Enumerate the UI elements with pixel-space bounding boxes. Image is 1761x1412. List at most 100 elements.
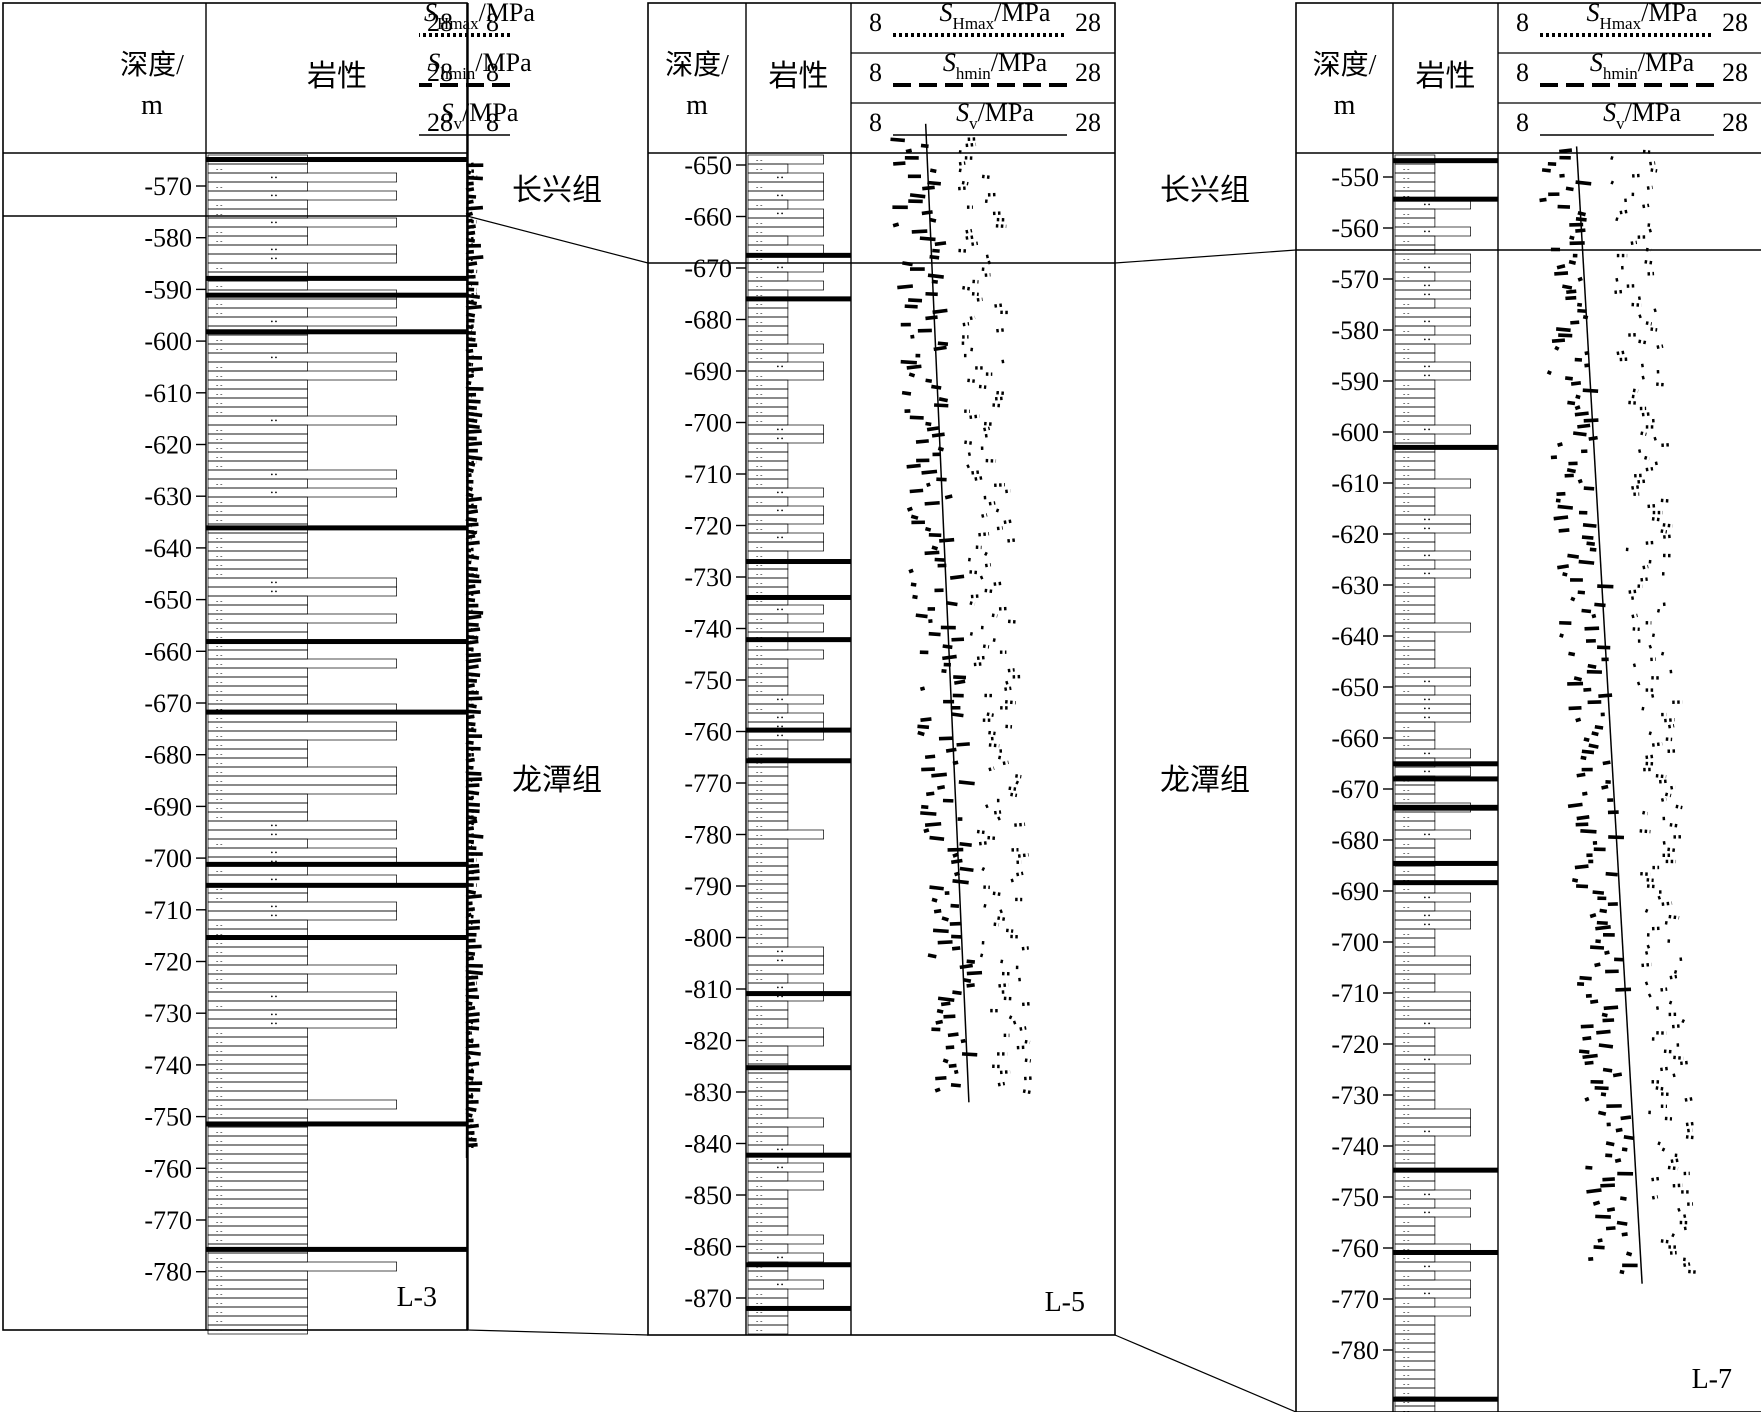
shmax-segment [465, 1044, 471, 1050]
lithology-mark: - - [1403, 453, 1410, 461]
shmax-segment [466, 455, 476, 460]
shmin-segment [467, 517, 478, 522]
lithology-bed [207, 280, 308, 291]
shmax-segment [466, 460, 477, 465]
shmin-segment [924, 821, 942, 828]
shmin-segment [1584, 363, 1590, 368]
shmin-segment [959, 963, 973, 970]
depth-tick-label: -680 [684, 306, 732, 335]
lithology-mark: - - [216, 1326, 223, 1334]
lithology-bed [747, 640, 789, 651]
shmin-segment [1578, 559, 1595, 565]
lithology-mark: - - [756, 318, 763, 326]
depth-tick-label: -750 [1331, 1183, 1379, 1212]
shmin-segment [1566, 467, 1576, 474]
lithology-mark: - - [756, 1245, 763, 1253]
lithology-mark: - - [756, 840, 763, 848]
coal-seam [1393, 804, 1498, 810]
shmax-segment [466, 373, 476, 378]
shmax-segment [992, 638, 997, 643]
shmax-segment [970, 594, 980, 599]
lithology-dots: • • [1424, 678, 1431, 686]
lithology-bed [207, 1225, 308, 1236]
lithology-mark: - - [1403, 435, 1410, 443]
shmin-segment [950, 858, 963, 865]
shmin-segment [466, 1043, 480, 1049]
lithology-bed [207, 1162, 308, 1173]
lithology-bed [207, 649, 308, 660]
shmin-segment [931, 772, 947, 778]
depth-tick-label: -580 [144, 224, 192, 253]
lithology-bed [1394, 235, 1436, 246]
shmin-segment [908, 298, 923, 303]
lithology-dots: • • [777, 948, 784, 956]
lithology-bed [1394, 469, 1436, 480]
shmax-segment [465, 815, 475, 820]
shmax-segment [981, 513, 988, 518]
lithology-mark: - - [216, 660, 223, 668]
shmin-segment [1565, 295, 1577, 301]
lithology-bed [1394, 370, 1471, 381]
depth-header: 深度/ [1313, 49, 1377, 81]
depth-tick-label: -720 [684, 512, 732, 541]
shmax-segment [465, 584, 470, 589]
sv-legend-max: 28 [1722, 108, 1748, 137]
lithology-dots: • • [1424, 228, 1431, 236]
shmax-segment [466, 231, 476, 236]
lithology-bed [207, 460, 308, 471]
shmax-segment [466, 932, 472, 937]
shmin-segment [1583, 737, 1590, 743]
depth-tick-label: -620 [144, 431, 192, 460]
shmin-segment [1568, 651, 1576, 657]
lithology-bed [747, 460, 789, 471]
lithology-bed [747, 505, 824, 516]
shmin-segment [906, 364, 922, 370]
shmin-segment [900, 359, 917, 365]
shmin-segment [1601, 784, 1609, 790]
panel-frame [647, 2, 1116, 1336]
shmax-segment [1640, 363, 1646, 368]
lithology-bed [207, 370, 397, 381]
lithology-bed [1394, 262, 1471, 273]
lithology-mark: - - [756, 183, 763, 191]
shmin-segment [1576, 884, 1589, 889]
lithology-bed [207, 838, 308, 849]
lithology-mark: - - [216, 615, 223, 623]
lithology-mark: - - [216, 264, 223, 272]
shmin-segment [466, 610, 484, 615]
lithology-mark: - - [756, 1092, 763, 1100]
shmin-segment [931, 545, 939, 551]
lithology-mark: - - [216, 1308, 223, 1316]
shmin-segment [925, 791, 935, 797]
lithology-mark: - - [756, 1110, 763, 1118]
shmax-segment [974, 476, 983, 481]
shmax-segment [465, 950, 470, 955]
lithology-bed [207, 1270, 308, 1281]
shmax-segment [962, 285, 971, 291]
lithology-bed [207, 1207, 308, 1218]
shmin-segment [931, 432, 945, 438]
shmax-segment [1019, 1026, 1027, 1031]
shmin-segment [1621, 1147, 1628, 1152]
lithology-bed [1394, 1315, 1436, 1326]
shmin-segment [1568, 705, 1582, 711]
shmin-segment [1594, 724, 1604, 730]
lithology-mark: - - [1403, 1245, 1410, 1253]
shmin-segment [1577, 210, 1587, 217]
lithology-mark: - - [1403, 543, 1410, 551]
lithology-mark: - - [216, 1110, 223, 1118]
lithology-dots: • • [777, 435, 784, 443]
shmax-segment [1651, 633, 1658, 638]
lithology-mark: - - [1403, 480, 1410, 488]
lithology-mark: - - [756, 804, 763, 812]
lithology-bed [1394, 1126, 1471, 1137]
shmax-segment [1688, 1269, 1697, 1274]
lithology-dots: • • [1424, 750, 1431, 758]
lithology-bed [747, 334, 789, 345]
shmax-segment [994, 396, 1005, 401]
shmax-segment [997, 816, 1002, 821]
shmax-segment [466, 368, 475, 374]
lithology-bed [747, 433, 824, 444]
shmin-segment [934, 557, 945, 562]
coal-seam [746, 594, 851, 600]
